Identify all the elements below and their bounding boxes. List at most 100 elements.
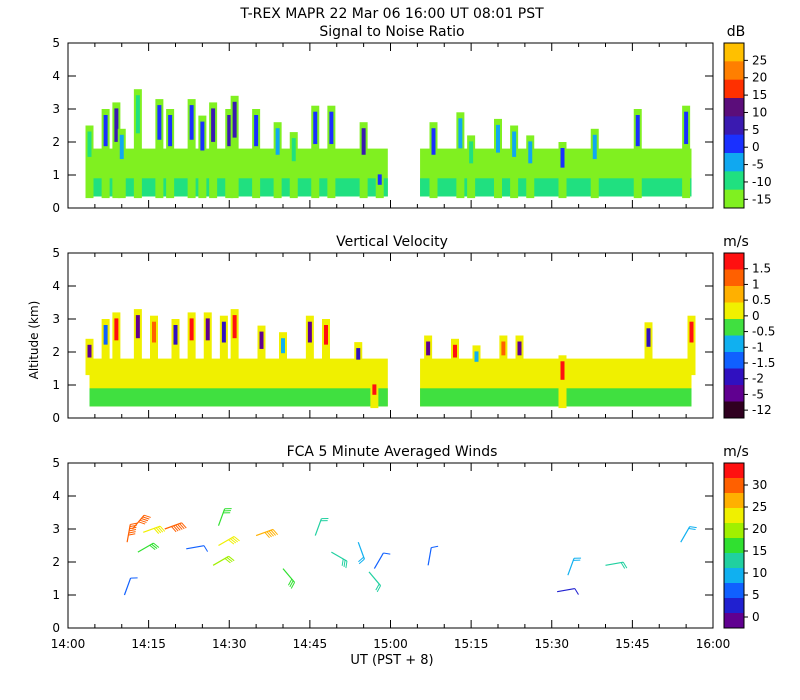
wind-barb: [217, 508, 232, 526]
wind-barb: [212, 555, 235, 566]
data-column-core: [560, 148, 565, 168]
colorbar-segment: [724, 116, 744, 136]
colorbar-segment: [724, 335, 744, 353]
data-column: [187, 99, 196, 199]
data-column-core: [168, 115, 173, 147]
data-column-core: [431, 128, 436, 155]
data-column-core: [324, 325, 328, 345]
colorbar-segment: [724, 189, 744, 209]
data-column: [230, 309, 239, 376]
colorbar-label: 5: [752, 588, 760, 602]
y-tick-label: 1: [52, 378, 60, 392]
colorbar-segment: [724, 286, 744, 303]
data-column: [644, 322, 653, 376]
y-tick-label: 2: [52, 345, 60, 359]
wind-barb: [143, 525, 166, 534]
colorbar-segment: [724, 269, 744, 287]
snr-y-axis: 0 1 2 3 4 5: [52, 36, 713, 215]
data-column: [456, 112, 465, 199]
colorbar-label: 25: [752, 53, 767, 67]
colorbar-label: 15: [752, 544, 767, 558]
colorbar-label: 0: [752, 140, 760, 154]
colorbar-segment: [724, 153, 744, 172]
data-column-core: [307, 321, 312, 343]
colorbar-label: 1.5: [752, 262, 771, 276]
data-column: [203, 312, 212, 376]
data-column: [322, 319, 330, 376]
data-column: [187, 312, 196, 376]
velocity-panel-title: Vertical Velocity: [336, 234, 448, 250]
data-column-core: [200, 121, 205, 151]
data-column-core: [189, 318, 194, 341]
colorbar-label: 0: [752, 309, 760, 323]
colorbar-label: 5: [752, 123, 760, 137]
colorbar-frame: [723, 252, 745, 419]
data-column-core: [114, 108, 119, 142]
y-tick-label: 1: [52, 168, 60, 182]
data-column: [273, 122, 282, 199]
colorbar-label: 10: [752, 566, 767, 580]
data-column-core: [211, 108, 216, 142]
data-column-core: [517, 341, 522, 356]
data-column-core: [560, 361, 565, 380]
data-column: [209, 102, 218, 199]
data-column-core: [119, 134, 124, 160]
wind-barb: [357, 541, 365, 565]
y-tick-label: 4: [52, 489, 60, 503]
colorbar-label: 20: [752, 522, 767, 536]
data-column-core: [469, 141, 474, 164]
x-tick-label: 15:15: [454, 637, 489, 651]
velocity-x-ticks: [67, 253, 714, 418]
colorbar-label: -0.5: [752, 325, 775, 339]
snr-colorbar: 25 20 15 10 5 0 -5 -10 -15: [723, 42, 772, 209]
data-column-core: [227, 115, 232, 147]
data-column-core: [232, 315, 237, 339]
colorbar-segment: [724, 613, 744, 629]
wind-barb: [427, 545, 439, 566]
colorbar-label: 30: [752, 478, 767, 492]
y-tick-label: 4: [52, 279, 60, 293]
data-column: [85, 125, 94, 199]
colorbar-label: -1: [752, 340, 764, 354]
colorbar-segment: [724, 538, 744, 554]
y-axis-label: Altitude (km): [27, 301, 41, 380]
colorbar-segment: [724, 368, 744, 386]
y-tick-label: 0: [52, 411, 60, 425]
wind-barb: [680, 526, 697, 543]
data-column-core: [361, 128, 366, 155]
data-column-core: [689, 321, 694, 343]
data-column-core: [592, 134, 597, 160]
colorbar-segment: [724, 171, 744, 191]
data-column-core: [135, 95, 140, 134]
colorbar-label: 0: [752, 610, 760, 624]
data-column-core: [646, 328, 651, 347]
data-column-core: [291, 138, 296, 162]
data-column: [166, 109, 175, 199]
wind-barb: [368, 571, 382, 593]
wind-barb: [282, 568, 296, 589]
colorbar-segment: [724, 598, 744, 614]
winds-colorbar: 30 25 20 15 10 5 0: [723, 462, 767, 629]
data-column: [112, 312, 121, 376]
data-column-core: [512, 131, 517, 157]
data-column: [558, 355, 567, 409]
y-tick-label: 2: [52, 135, 60, 149]
colorbar-label: -1.5: [752, 356, 775, 370]
data-column-core: [501, 341, 506, 356]
data-column-core: [426, 341, 431, 356]
data-column: [133, 309, 142, 376]
colorbar-label: -5: [752, 158, 764, 172]
data-column-core: [684, 111, 689, 145]
wind-barb: [132, 514, 151, 530]
winds-plot-frame: [67, 462, 714, 629]
y-tick-label: 0: [52, 621, 60, 635]
wind-barb: [137, 542, 160, 553]
data-column-core: [372, 384, 377, 395]
data-column: [289, 132, 298, 199]
data-column: [510, 125, 519, 199]
data-column: [526, 135, 535, 199]
data-column-core: [205, 318, 210, 341]
colorbar-frame: [723, 42, 745, 209]
colorbar-segment: [724, 478, 744, 494]
